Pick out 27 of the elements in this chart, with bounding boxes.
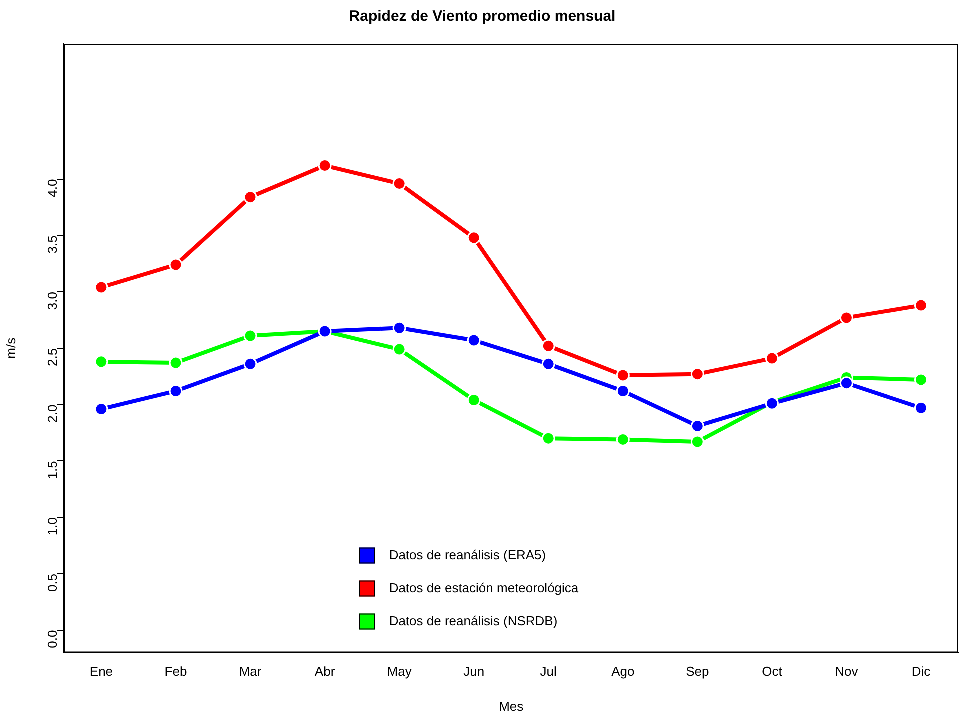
x-tick-label: May — [387, 664, 412, 680]
x-tick-label: Ene — [90, 664, 114, 680]
y-tick-label: 2.0 — [44, 404, 60, 423]
y-tick-label: 0.0 — [44, 630, 60, 648]
y-tick-label: 4.0 — [44, 179, 60, 198]
x-tick-label: Oct — [762, 664, 783, 680]
x-tick-label: Ago — [612, 664, 635, 680]
x-tick-label: Abr — [314, 664, 336, 680]
x-tick-label: Sep — [686, 664, 710, 680]
y-tick-label: 3.0 — [44, 292, 60, 310]
legend-label: Datos de estación meteorológica — [389, 580, 580, 596]
x-tick-label: Dic — [912, 664, 932, 680]
x-tick-label: Jun — [464, 664, 485, 680]
x-tick-label: Mar — [239, 664, 262, 680]
legend-label: Datos de reanálisis (NSRDB) — [389, 613, 558, 628]
y-tick-label: 1.0 — [44, 518, 60, 536]
chart-title: Rapidez de Viento promedio mensual — [349, 8, 616, 26]
x-axis-title: Mes — [499, 698, 524, 714]
y-tick-label: 3.5 — [44, 236, 60, 254]
y-tick-label: 1.5 — [44, 461, 60, 480]
x-tick-label: Feb — [164, 664, 188, 680]
y-tick-label: 0.5 — [44, 574, 60, 592]
legend-label: Datos de reanálisis (ERA5) — [389, 547, 546, 562]
y-axis-title: m/s — [3, 337, 18, 359]
y-tick-label: 2.5 — [44, 348, 60, 366]
x-tick-label: Jul — [540, 664, 558, 680]
x-tick-label: Nov — [835, 664, 859, 680]
